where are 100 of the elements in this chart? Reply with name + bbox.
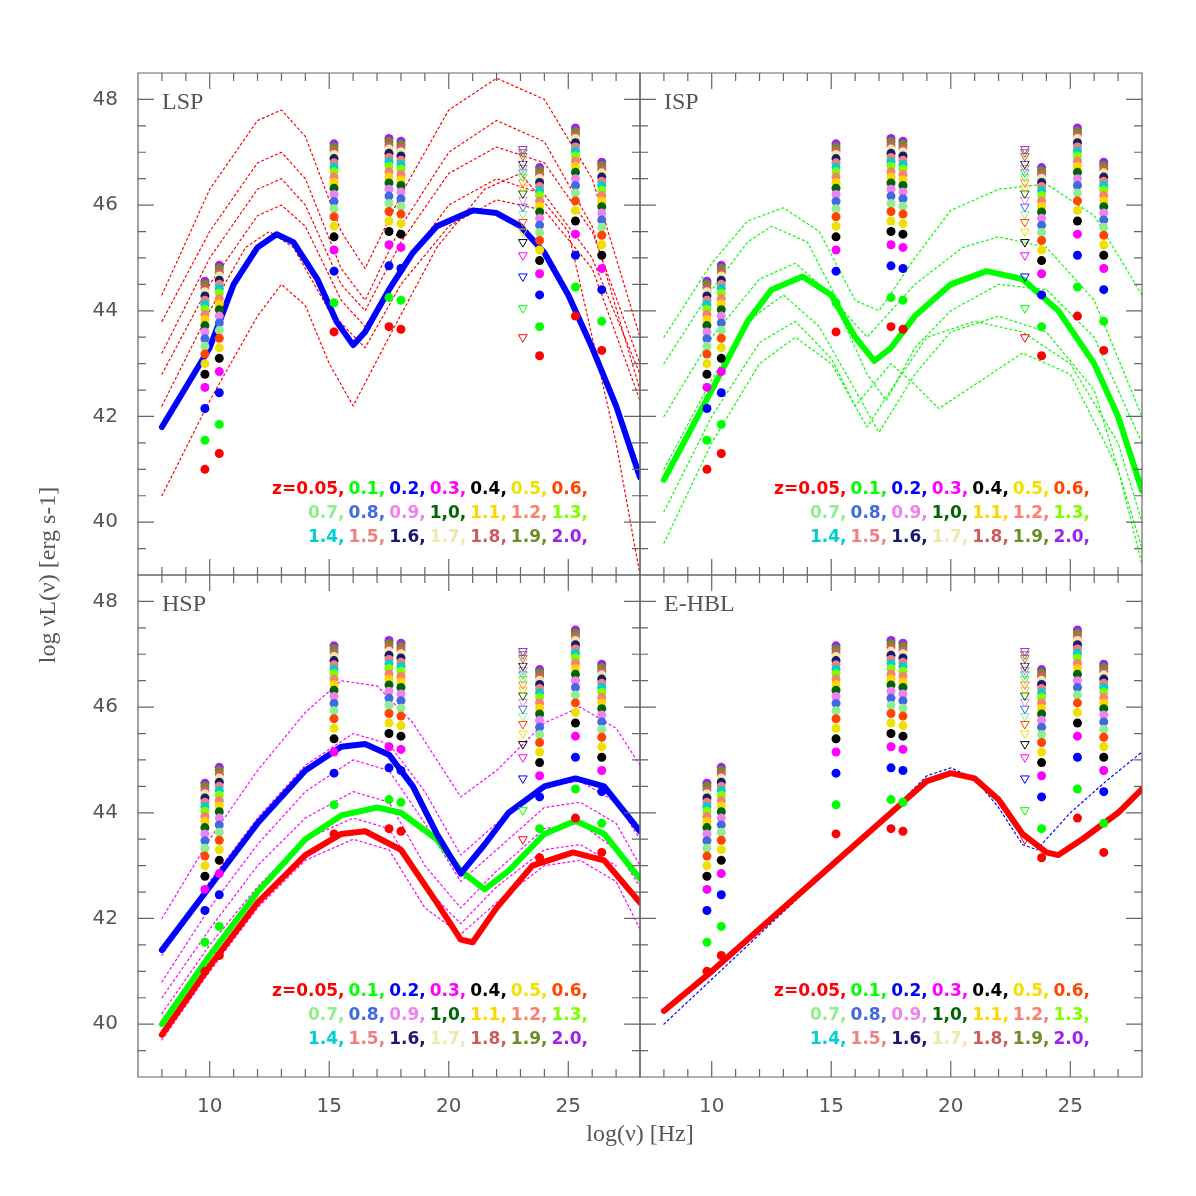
text: 1,0, <box>931 1003 969 1024</box>
text: 1.8, <box>470 525 507 546</box>
text: 0.9, <box>389 501 426 522</box>
text: 0.7, <box>809 1003 847 1024</box>
text: 0.3, <box>429 477 467 498</box>
text: 0.6, <box>1053 477 1090 498</box>
text: E-HBL <box>664 590 735 616</box>
text: 2.0, <box>1053 1027 1090 1048</box>
text: 1.6, <box>389 1027 426 1048</box>
text: 2.0, <box>551 1027 588 1048</box>
text: 1.9, <box>1012 525 1050 546</box>
text: 0.5, <box>510 979 548 1000</box>
text: 0.7, <box>307 1003 345 1024</box>
text: 1.4, <box>809 1027 847 1048</box>
text: 1.2, <box>510 501 548 522</box>
text: 0.1, <box>850 477 888 498</box>
text: 1.6, <box>891 1027 928 1048</box>
text: ISP <box>664 88 699 114</box>
x-tick-label: 25 <box>1057 1093 1084 1118</box>
text: 0.5, <box>1012 477 1050 498</box>
y-tick-label: 46 <box>92 191 118 216</box>
text: 1.3, <box>1053 501 1090 522</box>
text: 1.4, <box>307 1027 345 1048</box>
text: 0.2, <box>389 477 426 498</box>
text: 1.8, <box>470 1027 507 1048</box>
y-tick-label: 42 <box>92 904 118 929</box>
text: 1.3, <box>551 501 588 522</box>
text: z=0.05, <box>272 477 345 498</box>
x-tick-label: 25 <box>555 1093 582 1118</box>
text: 1.6, <box>389 525 426 546</box>
text: 0.3, <box>429 979 467 1000</box>
text: 2.0, <box>1053 525 1090 546</box>
x-axis-title: log(ν) [Hz] <box>585 1120 695 1147</box>
y-tick-label: 46 <box>92 693 118 718</box>
text: LSP <box>162 88 204 114</box>
text: 0.9, <box>389 1003 426 1024</box>
text: 1.7, <box>429 1027 467 1048</box>
text: 1.8, <box>972 525 1009 546</box>
text: 0.1, <box>348 979 386 1000</box>
text: 1.3, <box>551 1003 588 1024</box>
text: 1.2, <box>510 1003 548 1024</box>
y-tick-label: 48 <box>92 587 118 612</box>
text: 1.9, <box>510 1027 548 1048</box>
text: 0.4, <box>470 979 507 1000</box>
text: 2.0, <box>551 525 588 546</box>
text: 1.1, <box>470 1003 507 1024</box>
text: 0.8, <box>850 1003 888 1024</box>
x-tick-label: 15 <box>818 1093 844 1118</box>
text: 0.1, <box>348 477 386 498</box>
text: 0.6, <box>551 979 588 1000</box>
text: 1.9, <box>1012 1027 1050 1048</box>
text: 0.2, <box>891 477 928 498</box>
text: 1.5, <box>850 525 888 546</box>
x-tick-label: 10 <box>698 1093 725 1118</box>
text: 1.7, <box>931 1027 969 1048</box>
text: 1,0, <box>429 501 467 522</box>
text: 0.1, <box>850 979 888 1000</box>
text: 0.4, <box>470 477 507 498</box>
text: 1.2, <box>1012 1003 1050 1024</box>
text: 0.7, <box>809 501 847 522</box>
text: z=0.05, <box>774 979 847 1000</box>
x-tick-label: 20 <box>436 1093 462 1118</box>
y-tick-label: 48 <box>92 85 118 110</box>
text: 1.3, <box>1053 1003 1090 1024</box>
text: 1.9, <box>510 525 548 546</box>
text: z=0.05, <box>272 979 345 1000</box>
y-tick-label: 42 <box>92 402 118 427</box>
text: 0.6, <box>1053 979 1090 1000</box>
text: 0.4, <box>972 477 1009 498</box>
text: 1,0, <box>931 501 969 522</box>
text: 1.4, <box>809 525 847 546</box>
text: 1,0, <box>429 1003 467 1024</box>
text: 0.9, <box>891 501 928 522</box>
text: 1.1, <box>972 501 1009 522</box>
text: 0.9, <box>891 1003 928 1024</box>
text: 1.7, <box>429 525 467 546</box>
text: 0.8, <box>348 501 386 522</box>
text: 1.6, <box>891 525 928 546</box>
y-tick-label: 44 <box>92 296 118 321</box>
text: 0.4, <box>972 979 1009 1000</box>
text: 0.3, <box>931 477 969 498</box>
text: 1.5, <box>850 1027 888 1048</box>
text: 1.2, <box>1012 501 1050 522</box>
text: 0.2, <box>389 979 426 1000</box>
text: HSP <box>162 590 207 616</box>
text: 0.5, <box>510 477 548 498</box>
text: 1.8, <box>972 1027 1009 1048</box>
y-axis-title: log νL(ν) [erg s-1] <box>34 485 61 666</box>
text: 0.8, <box>348 1003 386 1024</box>
text: 1.1, <box>972 1003 1009 1024</box>
x-tick-label: 15 <box>316 1093 342 1118</box>
text: 0.5, <box>1012 979 1050 1000</box>
text: 1.1, <box>470 501 507 522</box>
y-tick-label: 40 <box>92 508 118 533</box>
text: 1.5, <box>348 1027 386 1048</box>
x-tick-label: 10 <box>196 1093 223 1118</box>
text: 0.7, <box>307 501 345 522</box>
x-tick-label: 20 <box>938 1093 964 1118</box>
text: 0.2, <box>891 979 928 1000</box>
text: 1.5, <box>348 525 386 546</box>
